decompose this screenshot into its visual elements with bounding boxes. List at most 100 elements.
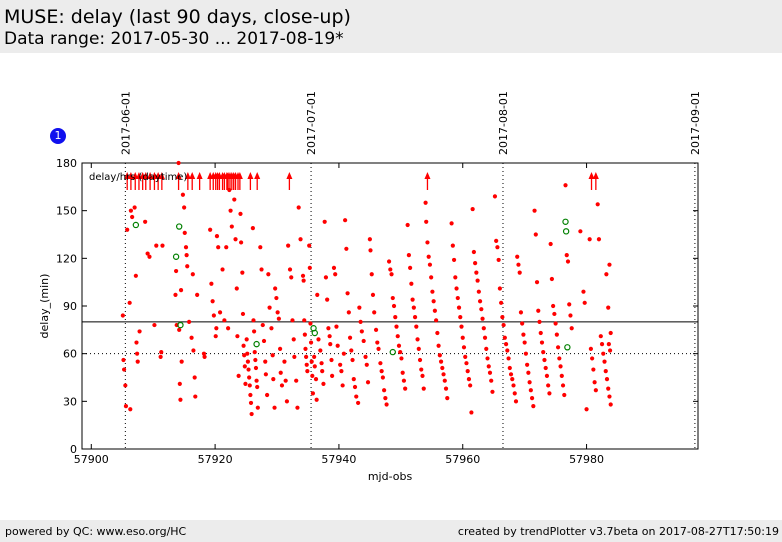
data-point — [255, 405, 260, 410]
data-point — [326, 326, 331, 331]
data-point — [565, 259, 571, 264]
data-point — [401, 378, 407, 383]
data-point — [497, 286, 502, 291]
data-point — [416, 346, 421, 351]
data-point — [267, 305, 272, 310]
data-point — [423, 200, 428, 205]
data-point — [214, 326, 219, 331]
month-marker-label: 2017-06-01 — [119, 91, 132, 155]
data-point — [328, 342, 333, 347]
data-point — [303, 346, 308, 351]
data-point — [380, 375, 385, 380]
data-point — [412, 315, 418, 320]
data-point — [211, 313, 216, 318]
data-point — [296, 205, 301, 210]
data-point — [346, 310, 351, 315]
data-point — [228, 208, 233, 213]
plot-number-badge[interactable]: 1 — [50, 128, 66, 144]
data-point — [349, 348, 354, 353]
data-point — [547, 391, 552, 396]
data-point — [356, 400, 361, 406]
data-point — [247, 375, 252, 380]
data-point — [310, 373, 315, 379]
x-axis-label: mjd-obs — [368, 470, 413, 483]
data-point — [450, 243, 455, 248]
data-point — [442, 378, 447, 383]
data-point — [266, 272, 271, 277]
data-point — [135, 359, 140, 364]
data-point — [399, 356, 404, 361]
data-point — [331, 265, 337, 270]
data-point — [182, 230, 187, 236]
data-point — [233, 237, 238, 242]
data-point — [592, 380, 597, 385]
data-point — [334, 324, 339, 329]
footer-powered-by[interactable]: powered by QC: www.eso.org/HC — [5, 525, 187, 538]
data-point — [541, 349, 546, 355]
data-point — [243, 381, 248, 386]
data-point — [499, 300, 504, 305]
offscale-arrow-head — [424, 172, 431, 179]
data-point — [174, 268, 179, 274]
data-point — [542, 357, 547, 363]
data-point — [245, 359, 251, 364]
data-point — [313, 376, 319, 382]
data-point — [490, 389, 495, 394]
data-point — [240, 270, 245, 275]
plot-frame — [81, 162, 699, 450]
data-point — [469, 410, 474, 415]
data-point — [312, 354, 317, 359]
data-point — [160, 243, 165, 248]
data-point — [320, 369, 325, 374]
data-point — [528, 388, 533, 393]
data-point — [384, 402, 389, 407]
data-point — [432, 308, 437, 313]
data-point — [292, 354, 297, 359]
data-point — [458, 315, 463, 320]
data-point — [250, 226, 255, 231]
data-point — [526, 370, 531, 375]
data-point — [302, 332, 307, 337]
highlight-point — [389, 348, 396, 356]
data-point — [128, 208, 134, 213]
data-point — [177, 327, 182, 332]
data-point — [315, 292, 320, 297]
data-point — [248, 392, 253, 398]
data-point — [309, 359, 314, 364]
data-point — [552, 311, 557, 317]
data-point — [239, 240, 244, 245]
data-point — [307, 243, 312, 248]
data-point — [286, 243, 291, 248]
data-point — [226, 326, 231, 331]
data-point — [539, 340, 545, 345]
data-point — [445, 396, 450, 401]
data-point — [451, 257, 457, 263]
x-tick-label: 57900 — [74, 453, 109, 466]
data-point — [244, 337, 249, 342]
data-point — [500, 315, 505, 320]
data-point — [213, 334, 218, 339]
data-point — [376, 346, 381, 351]
data-point — [465, 369, 470, 374]
data-point — [588, 346, 593, 351]
data-point — [515, 254, 520, 259]
data-point — [417, 357, 423, 363]
data-range-subtitle: Data range: 2017-05-30 ... 2017-08-19* — [4, 29, 344, 49]
data-point — [367, 237, 372, 242]
data-point — [217, 310, 223, 315]
data-point — [294, 378, 299, 383]
data-point — [601, 351, 606, 356]
offscale-arrow — [254, 172, 261, 190]
data-point — [604, 272, 609, 277]
data-point — [304, 362, 309, 367]
data-point — [529, 396, 535, 401]
data-point — [305, 369, 310, 374]
data-point — [461, 345, 467, 350]
data-point — [606, 386, 611, 391]
data-point — [456, 305, 462, 310]
data-point — [470, 206, 475, 212]
data-point — [421, 386, 426, 391]
data-point — [347, 335, 353, 340]
data-point — [269, 326, 274, 331]
data-point — [236, 373, 241, 379]
